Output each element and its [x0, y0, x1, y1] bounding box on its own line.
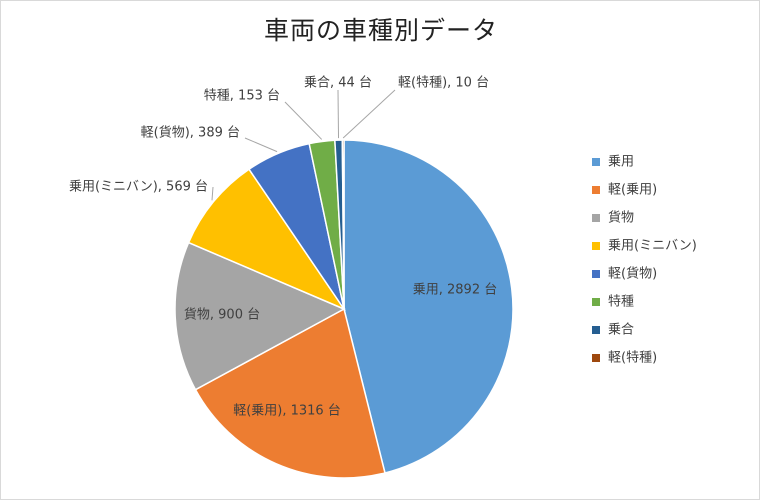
- data-label: 軽(特種), 10 台: [398, 75, 489, 91]
- pie-slice: [343, 139, 514, 474]
- legend-label: 貨物: [608, 210, 634, 226]
- data-label: 軽(貨物), 389 台: [141, 125, 240, 141]
- leader-line: [284, 101, 323, 140]
- data-label: 乗合, 44 台: [304, 76, 372, 91]
- data-label: 特種, 153 台: [204, 88, 280, 104]
- legend-label: 特種: [608, 294, 634, 310]
- leader-line: [342, 89, 396, 139]
- pie-slice: [187, 168, 347, 311]
- leader-line: [244, 137, 278, 153]
- legend-swatch: [592, 298, 600, 306]
- legend-label: 乗合: [608, 323, 634, 338]
- data-labels: 乗用, 2892 台軽(乗用), 1316 台 貨物, 900 台 乗用(ミニバン)…: [69, 75, 497, 419]
- legend-label: 軽(特種): [608, 350, 657, 366]
- data-label: 軽(乗用), 1316 台: [233, 404, 341, 419]
- pie-slice: [194, 307, 386, 479]
- data-label: 乗用(ミニバン), 569 台: [69, 180, 208, 195]
- legend-label: 乗用: [608, 155, 634, 170]
- data-label: 乗用, 2892 台: [413, 283, 497, 298]
- legend-swatch: [592, 354, 600, 362]
- legend-swatch: [592, 186, 600, 194]
- pie-slices: [174, 139, 514, 479]
- pie-slice: [341, 139, 345, 310]
- chart-title: 車両の車種別データ: [263, 16, 498, 45]
- legend-label: 乗用(ミニバン): [608, 239, 697, 254]
- legend-swatch: [592, 242, 600, 250]
- legend-swatch: [592, 270, 600, 278]
- leader-line: [211, 186, 214, 201]
- legend-swatch: [592, 326, 600, 334]
- legend-label: 軽(乗用): [608, 183, 657, 198]
- leader-line: [337, 89, 340, 139]
- legend-label: 軽(貨物): [608, 266, 657, 282]
- data-label: 貨物, 900 台: [184, 307, 260, 323]
- legend-swatch: [592, 214, 600, 222]
- pie-slice: [174, 241, 346, 391]
- leader-lines: [211, 89, 396, 201]
- legend-swatch: [592, 158, 600, 166]
